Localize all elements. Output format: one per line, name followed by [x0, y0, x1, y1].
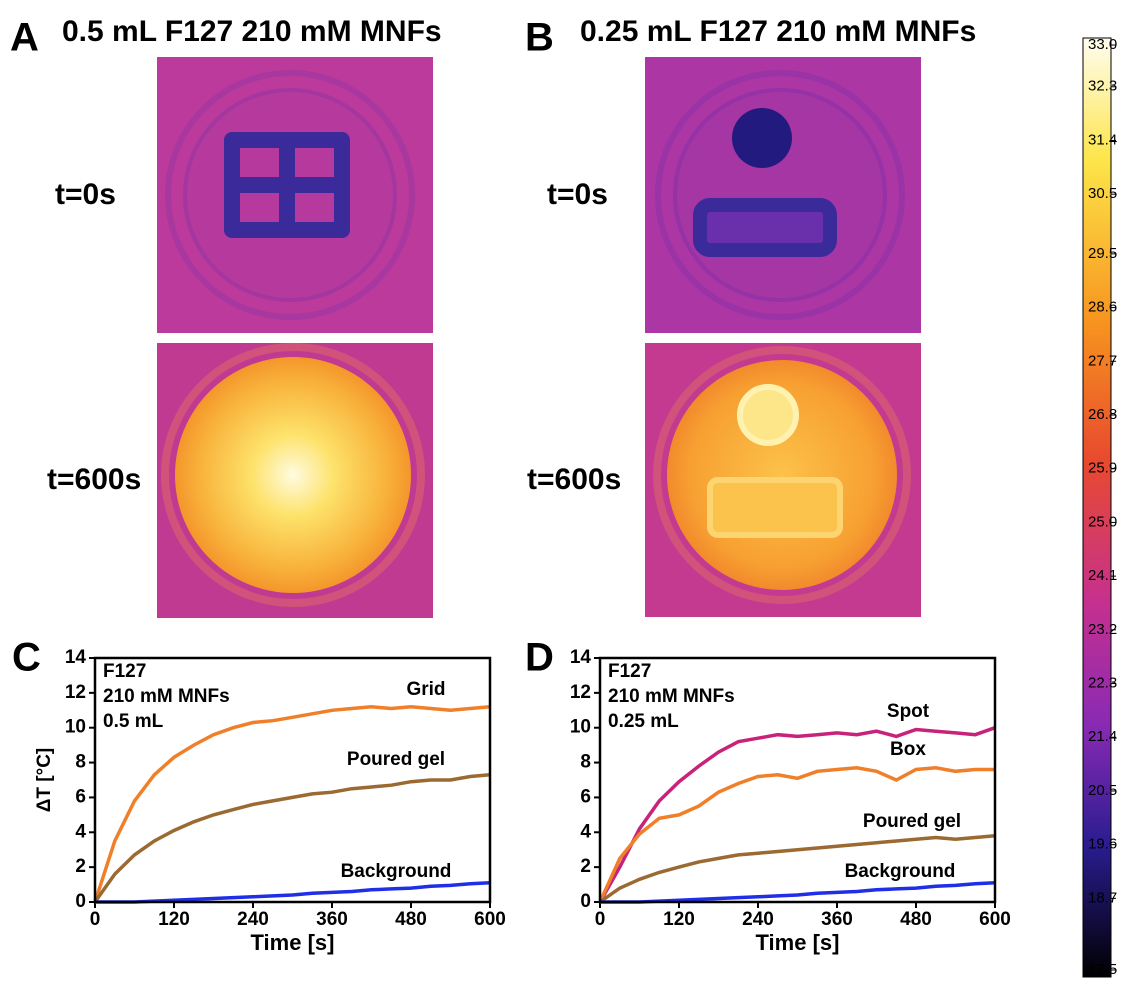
annotation: 210 mM MNFs	[608, 686, 735, 707]
series-label: Box	[890, 739, 926, 760]
x-tick-label: 120	[663, 909, 695, 930]
panel-label: B	[525, 16, 554, 60]
x-tick-label: 480	[395, 909, 427, 930]
y-tick-label: 8	[75, 752, 86, 773]
colorbar-tick-label: 24.1	[1088, 567, 1117, 584]
data-line	[598, 766, 995, 903]
time-label: t=600s	[47, 463, 141, 496]
colorbar-tick-label: 17.5	[1088, 961, 1117, 978]
annotation: 0.5 mL	[103, 711, 164, 732]
y-tick-label: 4	[580, 821, 591, 842]
data-line	[600, 881, 996, 904]
x-tick-label: 240	[742, 909, 774, 930]
x-tick-label: 120	[158, 909, 190, 930]
colorbar-tick-label: 23.2	[1088, 621, 1117, 638]
colorbar-tick-label: 22.3	[1088, 675, 1117, 692]
y-tick-label: 14	[65, 647, 87, 668]
x-tick-label: 600	[979, 909, 1011, 930]
annotation: 210 mM MNFs	[103, 686, 230, 707]
series-label: Spot	[887, 701, 930, 722]
data-line	[93, 773, 491, 904]
plot-frame	[93, 656, 492, 904]
colorbar-tick-label: 25.9	[1088, 460, 1117, 477]
annotation: F127	[103, 661, 146, 682]
y-tick-label: 4	[75, 821, 86, 842]
x-tick-label: 240	[237, 909, 269, 930]
time-label: t=600s	[527, 463, 621, 496]
y-tick-label: 2	[75, 856, 86, 877]
colorbar-tick-label: 18.7	[1088, 889, 1117, 906]
thermal-image	[157, 343, 433, 618]
y-tick-label: 8	[580, 752, 591, 773]
time-label: t=0s	[55, 178, 116, 211]
annotation: 0.25 mL	[608, 711, 679, 732]
data-line	[93, 705, 491, 903]
y-tick-label: 0	[75, 891, 86, 912]
x-tick-label: 600	[474, 909, 506, 930]
series-label: Background	[845, 861, 956, 882]
y-tick-label: 14	[570, 647, 592, 668]
colorbar-tick-label: 33.0	[1088, 36, 1117, 53]
y-tick-label: 2	[580, 856, 591, 877]
colorbar-tick-label: 28.6	[1088, 299, 1117, 316]
x-axis-label: Time [s]	[251, 930, 335, 955]
y-tick-label: 6	[75, 786, 86, 807]
thermal-image	[157, 57, 433, 333]
colorbar-tick-label: 27.7	[1088, 352, 1117, 369]
colorbar-tick-label: 20.5	[1088, 782, 1117, 799]
y-tick-label: 0	[580, 891, 591, 912]
colorbar-tick-label: 21.4	[1088, 728, 1117, 745]
y-tick-label: 10	[570, 717, 591, 738]
x-tick-label: 360	[316, 909, 348, 930]
y-tick-label: 10	[65, 717, 86, 738]
series-label: Background	[341, 861, 452, 882]
x-tick-label: 0	[595, 909, 606, 930]
series-label: Poured gel	[863, 811, 961, 832]
colorbar-tick-label: 29.5	[1088, 245, 1117, 262]
y-tick-label: 6	[580, 786, 591, 807]
data-line	[598, 834, 996, 904]
x-tick-label: 360	[821, 909, 853, 930]
colorbar	[1082, 37, 1112, 978]
colorbar-tick-label: 32.3	[1088, 78, 1117, 95]
colorbar-tick-label: 31.4	[1088, 131, 1117, 148]
data-line	[95, 881, 491, 904]
thermal-image	[645, 57, 921, 333]
x-axis-label: Time [s]	[756, 930, 840, 955]
panel-label: C	[12, 636, 41, 680]
colorbar-tick-label: 25.0	[1088, 513, 1117, 530]
x-tick-label: 480	[900, 909, 932, 930]
plot-frame	[598, 656, 997, 904]
panel-title: 0.5 mL F127 210 mM MNFs	[62, 15, 442, 48]
series-label: Grid	[406, 679, 445, 700]
colorbar-tick-label: 30.5	[1088, 185, 1117, 202]
panel-label: D	[525, 636, 554, 680]
y-axis-label: ΔT [°C]	[34, 748, 55, 813]
x-tick-label: 0	[90, 909, 101, 930]
annotation: F127	[608, 661, 651, 682]
colorbar-tick-label: 19.6	[1088, 836, 1117, 853]
y-tick-label: 12	[65, 682, 86, 703]
series-label: Poured gel	[347, 749, 445, 770]
thermal-image	[645, 343, 921, 617]
panel-label: A	[10, 16, 39, 60]
panel-title: 0.25 mL F127 210 mM MNFs	[580, 15, 976, 48]
time-label: t=0s	[547, 178, 608, 211]
colorbar-tick-label: 26.8	[1088, 406, 1117, 423]
data-line	[598, 726, 996, 903]
y-tick-label: 12	[570, 682, 591, 703]
